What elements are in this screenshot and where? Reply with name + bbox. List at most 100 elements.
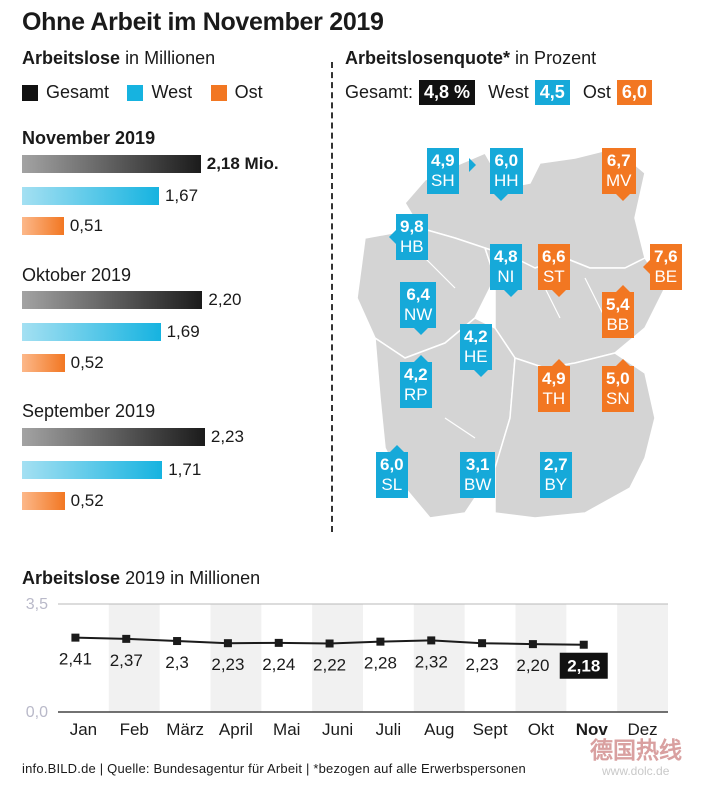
column-shade: [210, 604, 262, 712]
bar-chart-legend: Gesamt West Ost: [22, 82, 277, 106]
map-label-code: HB: [400, 237, 424, 256]
quote-west-label: West: [488, 82, 529, 102]
x-tick-label: März: [166, 720, 204, 739]
quote-gesamt-label: Gesamt:: [345, 82, 414, 102]
data-point: [223, 639, 232, 648]
legend-item-gesamt: Gesamt: [22, 82, 109, 103]
bar-label-november-west: 1,67: [164, 186, 199, 205]
map-label-code: BW: [464, 475, 492, 494]
bar-chart-subtitle-rest: in Millionen: [125, 48, 216, 68]
legend-label-west: West: [151, 82, 193, 102]
x-tick-label: Okt: [528, 720, 555, 739]
data-label: 2,24: [262, 655, 295, 674]
bar-september-west: [22, 461, 163, 479]
map-label-code: HH: [494, 171, 519, 190]
x-tick-label: Feb: [120, 720, 149, 739]
map-label-code: HE: [464, 347, 488, 366]
map-label-value: 6,7: [606, 151, 631, 170]
data-point: [122, 634, 131, 643]
period-label-november: November 2019: [22, 128, 156, 148]
map-label-pointer: [474, 370, 488, 377]
x-tick-label: Juli: [376, 720, 402, 739]
map-label-value: 6,4: [406, 285, 430, 304]
bar-label-november-gesamt: 2,18 Mio.: [206, 154, 279, 173]
map-label-value: 4,2: [404, 365, 428, 384]
map-label-nw: 6,4 NW: [400, 282, 437, 328]
map-label-be: 7,6 BE: [650, 244, 682, 290]
x-tick-label: Dez: [627, 720, 657, 739]
period-label-september: September 2019: [22, 401, 156, 421]
map-label-pointer: [643, 260, 650, 274]
map-label-code: NW: [404, 305, 433, 324]
line-chart-title: Arbeitslose 2019 in Millionen: [22, 568, 260, 589]
bar-september-gesamt: [22, 428, 205, 446]
map-label-pointer: [504, 290, 518, 297]
data-label: 2,3: [165, 653, 189, 672]
data-label: 2,22: [313, 655, 346, 674]
x-tick-label: Sept: [473, 720, 508, 739]
data-point: [528, 640, 537, 649]
bar-september-ost: [22, 492, 65, 510]
map-label-pointer: [616, 194, 630, 201]
data-point: [478, 639, 487, 648]
bar-label-november-ost: 0,51: [69, 216, 103, 235]
legend-label-ost: Ost: [234, 82, 263, 102]
map-label-code: SL: [381, 475, 403, 494]
map-label-value: 6,6: [542, 247, 566, 266]
data-label: 2,20: [516, 656, 549, 675]
quote-ost-label: Ost: [582, 82, 611, 102]
map-label-he: 4,2 HE: [460, 324, 492, 370]
data-point: [579, 640, 588, 649]
data-point: [71, 633, 80, 642]
map-label-sh: 4,9 SH: [427, 148, 459, 194]
map-label-value: 7,6: [654, 247, 678, 266]
period-label-oktober: Oktober 2019: [22, 265, 132, 285]
map-label-by: 2,7 BY: [540, 452, 572, 498]
map-label-pointer: [616, 359, 630, 366]
data-point: [376, 637, 385, 646]
x-tick-label: Juni: [322, 720, 353, 739]
data-label: 2,23: [466, 655, 499, 674]
map-label-code: ST: [542, 267, 565, 286]
x-tick-label: Nov: [576, 720, 609, 739]
quote-west-value: 4,5: [534, 80, 570, 105]
x-tick-label: Mai: [273, 720, 300, 739]
map-label-value: 9,8: [400, 217, 424, 236]
data-label: 2,41: [59, 650, 92, 669]
map-label-pointer: [494, 194, 508, 201]
map-label-code: TH: [542, 389, 566, 408]
quote-legend: Gesamt: 4,8 % West 4,5 Ost 6,0: [345, 80, 652, 105]
data-label: 2,18: [567, 657, 600, 676]
data-label: 2,32: [415, 652, 448, 671]
line-chart: 3,5 0,0 2,41 Jan 2,37 Feb 2,3 März 2,23 April 2,24…: [26, 596, 668, 739]
x-tick-label: Aug: [424, 720, 454, 739]
x-tick-label: Jan: [70, 720, 97, 739]
bar-oktober-west: [22, 323, 161, 341]
legend-label-gesamt: Gesamt: [46, 82, 110, 102]
map-label-pointer: [616, 285, 630, 292]
bar-label-oktober-west: 1,69: [166, 322, 200, 341]
map-label-value: 4,8: [494, 247, 518, 266]
legend-item-ost: Ost: [210, 82, 263, 103]
bar-oktober-ost: [22, 354, 65, 372]
map-label-code: SH: [431, 171, 455, 190]
bar-oktober-gesamt: [22, 291, 203, 309]
column-shade: [617, 604, 668, 712]
data-label: 2,28: [364, 654, 397, 673]
bar-november-ost: [22, 217, 64, 235]
data-label: 2,37: [110, 651, 143, 670]
map-label-pointer: [469, 158, 476, 172]
map-label-mv: 6,7 MV: [602, 148, 636, 194]
map-label-pointer: [552, 359, 566, 366]
data-point: [173, 637, 182, 646]
map-label-hb: 9,8 HB: [396, 214, 428, 260]
footer-source: info.BILD.de | Quelle: Bundesagentur für…: [22, 761, 526, 776]
line-chart-title-bold: Arbeitslose: [22, 568, 121, 588]
legend-swatch-ost: [210, 84, 227, 101]
map-label-sn: 5,0 SN: [602, 366, 634, 412]
map-label-th: 4,9 TH: [538, 366, 570, 412]
page-title: Ohne Arbeit im November 2019: [22, 8, 384, 36]
map-label-code: BY: [544, 475, 568, 494]
bar-label-oktober-ost: 0,52: [70, 353, 104, 372]
map-label-value: 5,0: [606, 369, 630, 388]
